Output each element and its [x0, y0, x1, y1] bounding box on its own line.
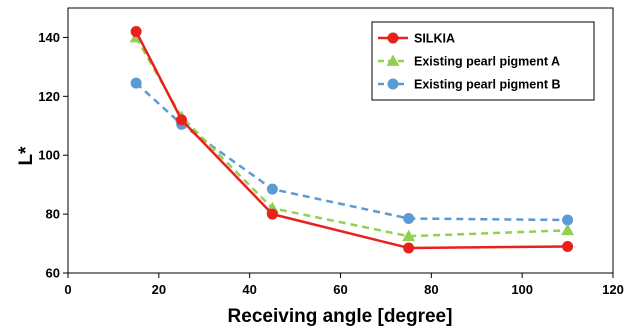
series-silkia	[130, 26, 574, 254]
legend-marker	[387, 32, 399, 44]
legend-box	[371, 21, 595, 101]
y-axis-title: L*	[16, 146, 37, 166]
x-axis-title: Receiving angle [degree]	[228, 306, 453, 327]
series-line	[135, 82, 568, 222]
legend-marker	[386, 54, 400, 66]
series-layer	[129, 26, 575, 254]
data-point	[403, 213, 415, 225]
y-tick-label: 140	[38, 30, 60, 45]
data-point	[562, 241, 574, 252]
y-tick-label: 80	[46, 207, 60, 222]
x-tick-label: 40	[242, 282, 256, 297]
data-point	[266, 183, 278, 195]
legend-label: Existing pearl pigment B	[414, 78, 561, 92]
y-tick-label: 100	[38, 148, 60, 163]
x-tick-label: 100	[511, 282, 533, 297]
x-tick-label: 20	[152, 282, 166, 297]
data-point	[176, 114, 188, 126]
x-tick-label: 0	[64, 282, 71, 297]
legend-label: Existing pearl pigment A	[414, 55, 560, 69]
x-tick-label: 80	[424, 282, 438, 297]
data-point	[130, 26, 142, 38]
legend-marker	[387, 78, 399, 90]
data-point	[402, 229, 416, 242]
y-tick-label: 120	[38, 89, 60, 104]
data-point	[266, 208, 278, 220]
legend: SILKIA Existing pearl pigment A Existing p…	[371, 21, 595, 101]
x-tick-label: 60	[333, 282, 347, 297]
data-point	[403, 242, 415, 254]
y-tick-label: 60	[46, 266, 60, 281]
x-axis: 0 20 40 60 80 100 120	[64, 273, 624, 297]
data-point	[130, 77, 142, 89]
y-axis: 60 80 100 120 140	[38, 30, 68, 281]
legend-label: SILKIA	[414, 32, 455, 46]
data-point	[562, 214, 574, 226]
data-point	[561, 223, 575, 236]
x-tick-label: 120	[602, 282, 624, 297]
